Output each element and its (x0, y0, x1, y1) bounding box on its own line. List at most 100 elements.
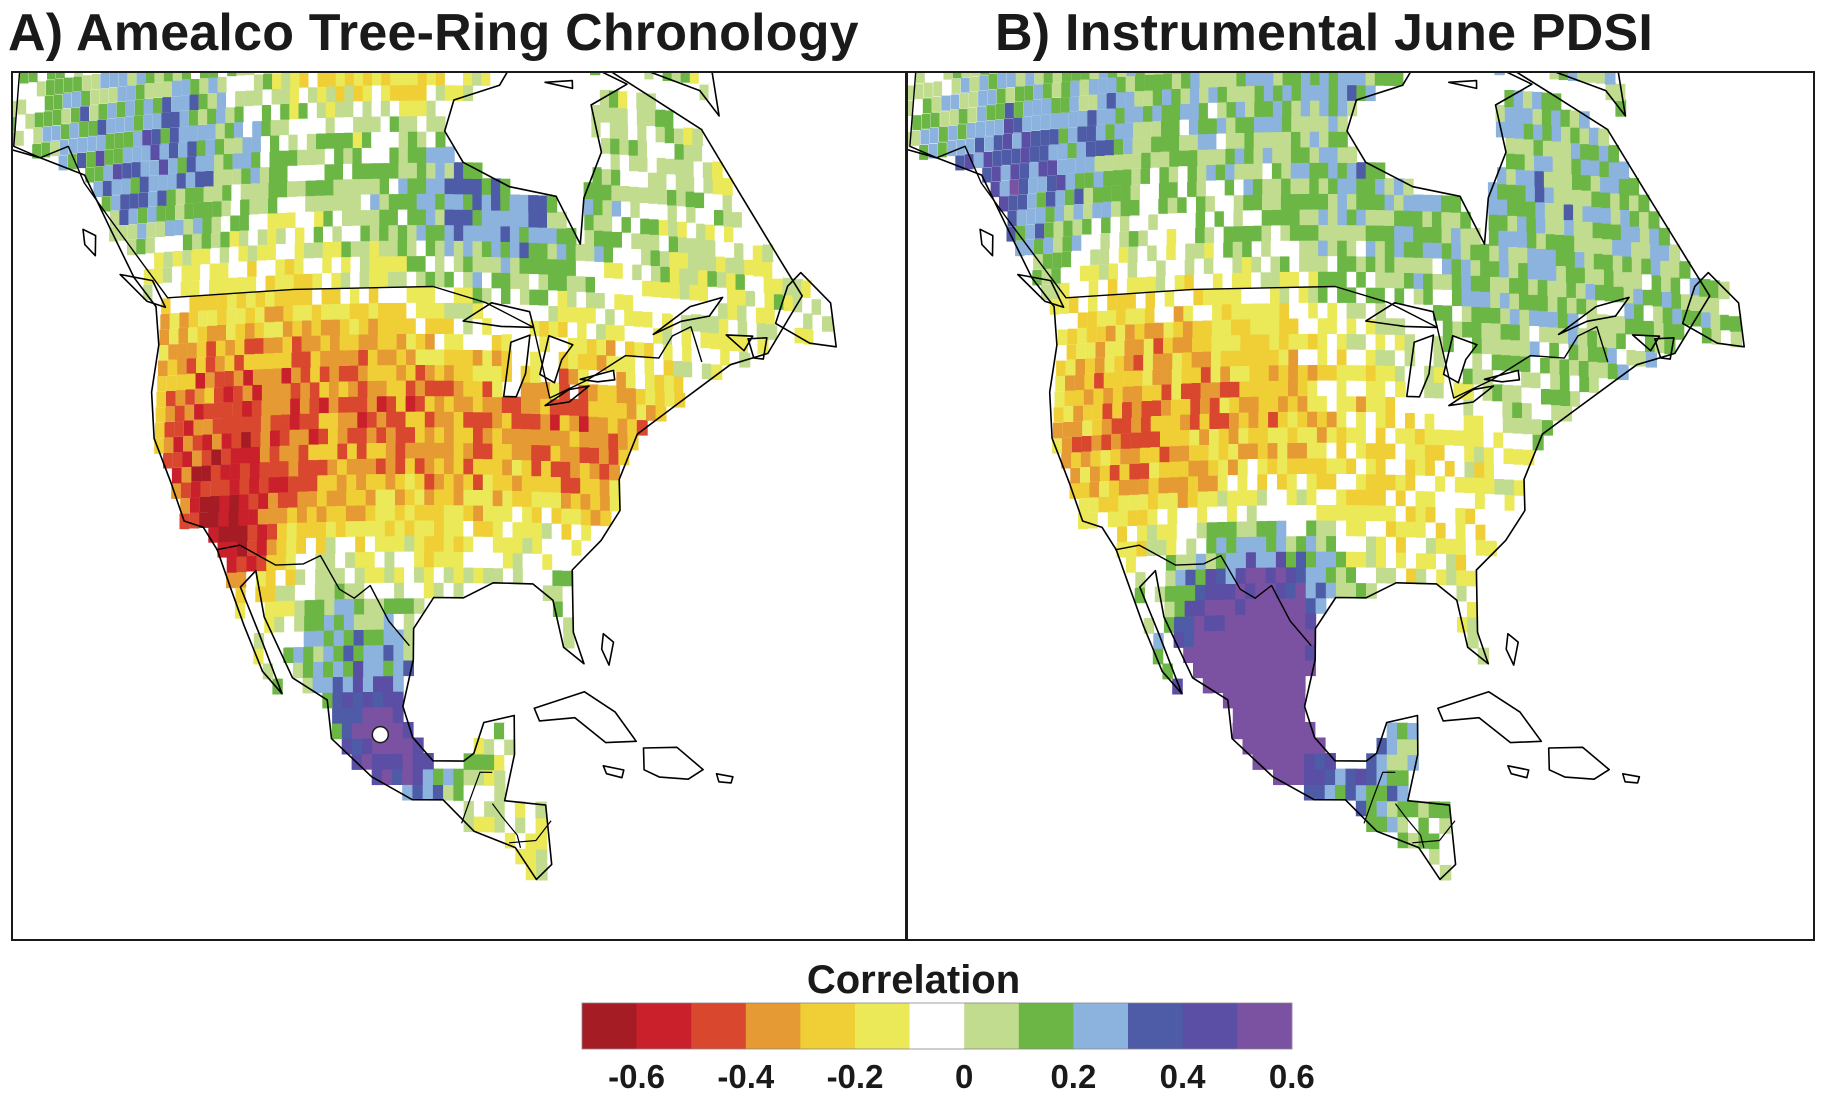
grid-cell (734, 256, 746, 275)
grid-cell (192, 435, 203, 451)
grid-cell (607, 416, 619, 434)
grid-cell (0, 73, 1, 88)
grid-cell (1193, 662, 1204, 679)
grid-cell (472, 318, 484, 335)
grid-cell (1126, 277, 1137, 294)
grid-cell (368, 287, 379, 304)
grid-cell (1614, 285, 1626, 303)
grid-cell (1579, 126, 1591, 145)
grid-cell (40, 35, 49, 50)
grid-cell (1125, 76, 1136, 92)
grid-cell (592, 182, 604, 200)
grid-cell (755, 290, 767, 308)
grid-cell (512, 505, 523, 523)
grid-cell (166, 189, 176, 205)
grid-cell (1101, 217, 1111, 233)
grid-cell (425, 239, 436, 257)
grid-cell (1061, 437, 1072, 453)
grid-cell (1385, 333, 1396, 351)
grid-cell (570, 461, 581, 478)
grid-cell (236, 571, 247, 588)
grid-cell (325, 567, 336, 584)
grid-cell (1112, 402, 1123, 419)
grid-cell (1365, 333, 1377, 350)
grid-cell (191, 466, 202, 482)
grid-cell (1139, 463, 1150, 479)
grid-cell (1356, 255, 1367, 272)
grid-cell (382, 706, 394, 723)
grid-cell (224, 355, 235, 371)
grid-cell (1232, 707, 1244, 724)
grid-cell (95, 150, 105, 166)
grid-cell (244, 74, 255, 91)
grid-cell (1231, 319, 1242, 336)
grid-cell (1413, 287, 1425, 305)
grid-cell (1346, 348, 1357, 366)
grid-cell (1018, 178, 1028, 194)
grid-cell (669, 266, 681, 284)
grid-cell (203, 403, 214, 419)
grid-cell (1134, 339, 1144, 355)
grid-cell (1498, 245, 1510, 262)
grid-cell (563, 631, 575, 649)
grid-cell (1298, 302, 1309, 319)
grid-cell (1188, 118, 1199, 135)
grid-cell (1061, 453, 1072, 469)
grid-cell (746, 304, 758, 322)
grid-cell (270, 119, 281, 136)
grid-cell (380, 131, 391, 148)
grid-cell (325, 117, 336, 134)
grid-cell (384, 520, 396, 537)
grid-cell (1073, 204, 1083, 220)
grid-cell (1488, 213, 1500, 231)
grid-cell (1548, 325, 1560, 343)
grid-cell (453, 768, 465, 786)
grid-cell (444, 224, 455, 241)
grid-cell (483, 535, 494, 553)
grid-cell (1624, 301, 1636, 319)
grid-cell (1679, 261, 1691, 279)
grid-cell (318, 443, 329, 460)
grid-cell (1570, 141, 1582, 159)
grid-cell (1337, 286, 1348, 303)
grid-cell (282, 352, 292, 368)
grid-cell (987, 89, 997, 105)
grid-cell (1175, 259, 1186, 276)
grid-cell (1485, 523, 1497, 541)
coastline-island (544, 79, 574, 90)
grid-cell (1265, 613, 1276, 630)
grid-cell (1122, 402, 1132, 418)
grid-cell (364, 598, 375, 615)
grid-cell (1007, 210, 1017, 226)
grid-cell (708, 285, 719, 303)
grid-cell (319, 9, 328, 25)
grid-cell (472, 349, 484, 366)
grid-cell (163, 72, 173, 82)
grid-cell (1473, 398, 1485, 416)
grid-cell (337, 24, 347, 40)
grid-cell (187, 342, 197, 359)
grid-cell (502, 489, 514, 507)
grid-cell (1213, 677, 1224, 693)
grid-cell (542, 537, 553, 555)
grid-cell (725, 255, 737, 274)
grid-cell (1120, 448, 1131, 465)
grid-cell (737, 319, 749, 337)
grid-cell (1296, 473, 1308, 490)
grid-cell (373, 613, 385, 630)
grid-cell (141, 145, 151, 161)
grid-cell (472, 395, 484, 413)
grid-cell (1254, 116, 1264, 133)
grid-cell (704, 191, 715, 209)
grid-cell (504, 800, 516, 818)
grid-cell (517, 8, 527, 25)
grid-cell (1346, 302, 1357, 319)
grid-cell (453, 504, 465, 521)
grid-cell (435, 162, 446, 179)
grid-cell (407, 146, 418, 163)
grid-cell (1060, 282, 1070, 299)
grid-cell (199, 78, 209, 94)
grid-cell (399, 100, 409, 117)
grid-cell (286, 212, 296, 228)
grid-cell (1432, 272, 1444, 290)
